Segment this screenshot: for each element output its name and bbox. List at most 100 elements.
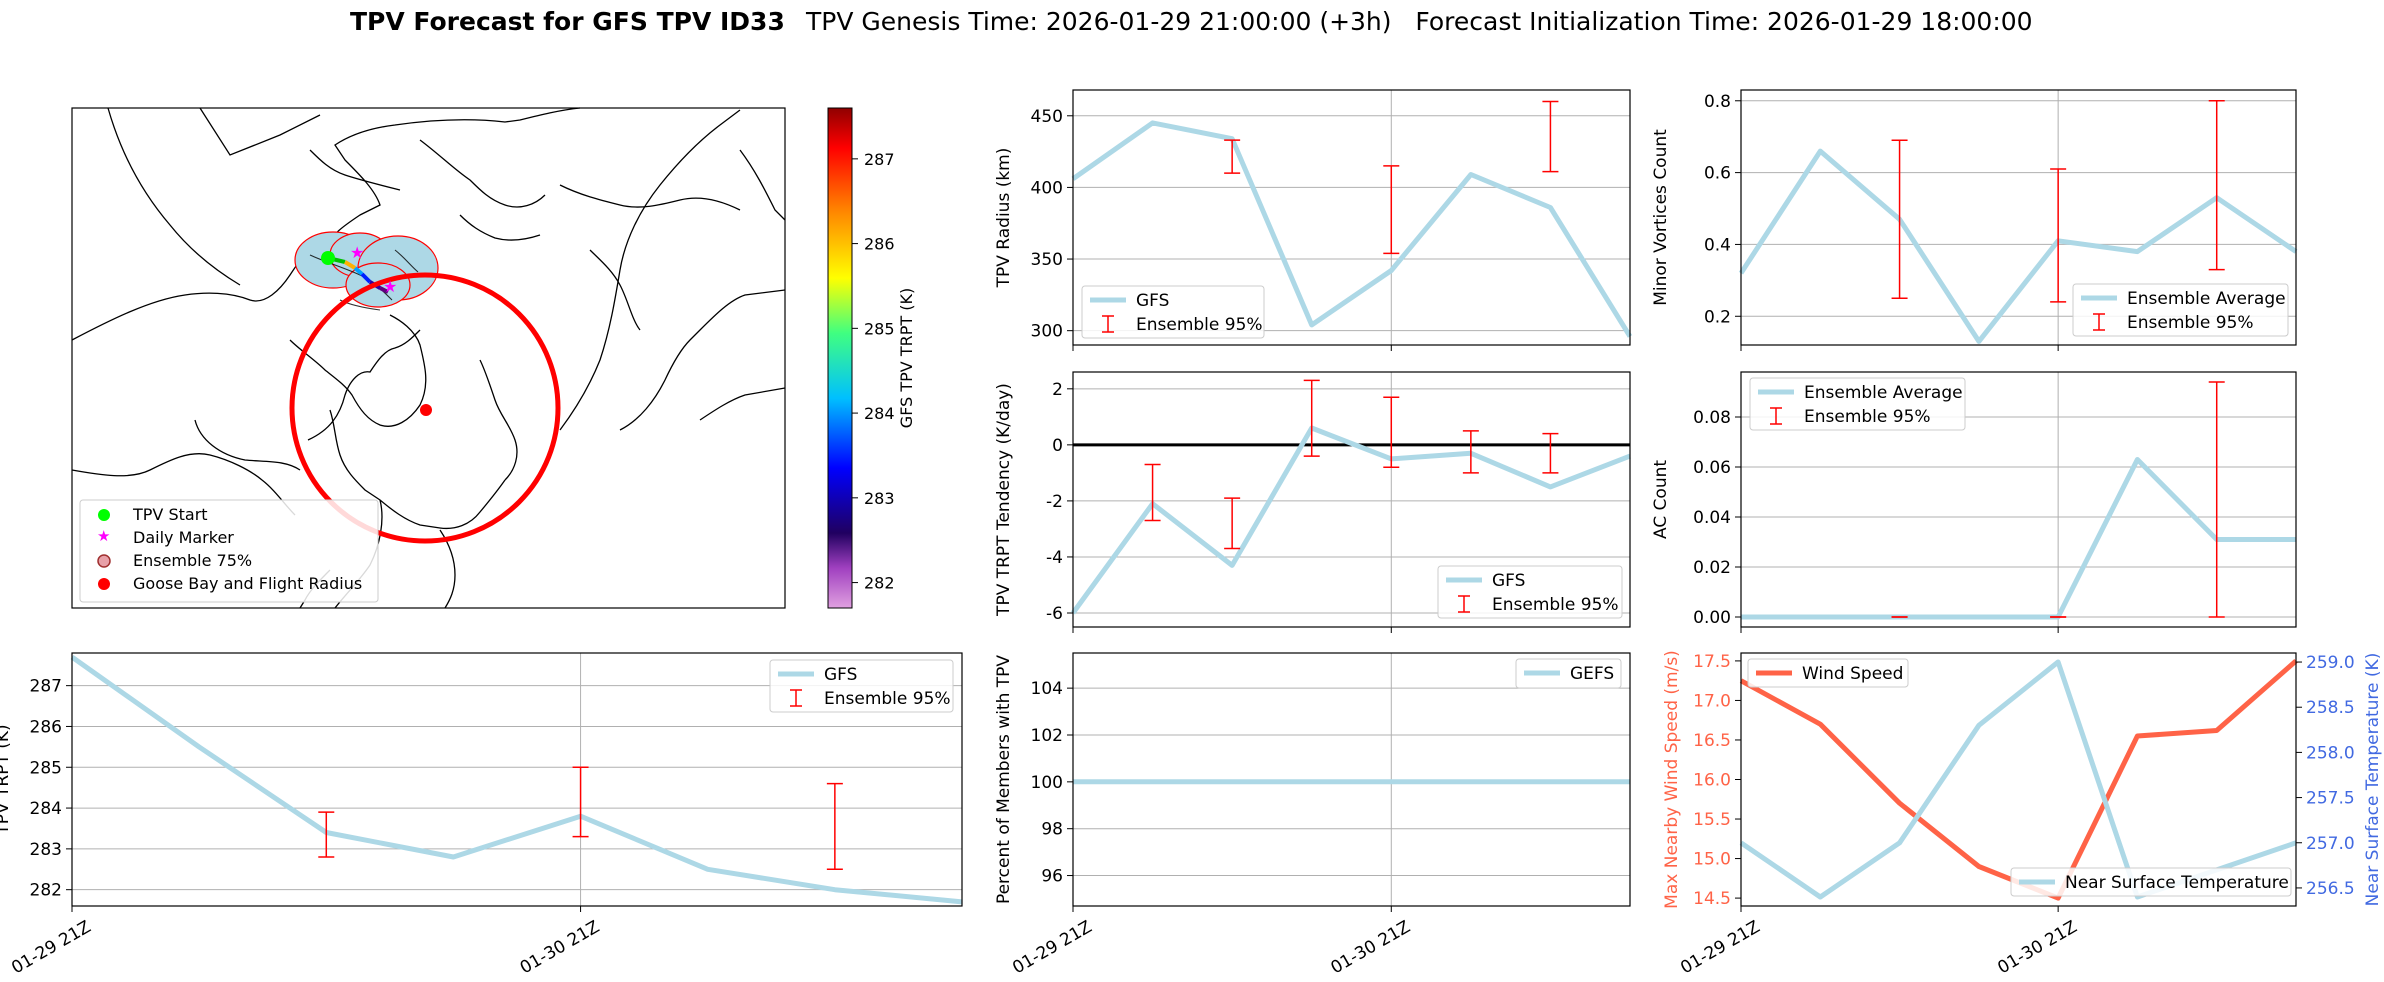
errorbar [826, 782, 843, 871]
legend-label: GFS [1136, 291, 1169, 311]
daily-marker-star: ★ [350, 243, 364, 262]
legend-box [1515, 658, 1622, 689]
ylabel: AC Count [1651, 460, 1671, 539]
legend-label: GEFS [1570, 664, 1614, 684]
tpv-start-marker [321, 251, 335, 265]
chart-ac: 0.00 0.02 0.04 0.06 0.08 AC Count Ensemble Ave… [1651, 371, 2297, 633]
errorbar [1542, 100, 1559, 173]
legend-label: Ensemble 95% [1136, 315, 1263, 335]
errorbar [1144, 463, 1161, 522]
chart-wind: 14.5 15.0 15.5 16.0 16.5 17.0 17.5 Max Nearby W… [1662, 650, 2383, 978]
legend-label: Ensemble 95% [1492, 595, 1619, 615]
errorbar [1224, 497, 1241, 550]
ytick-label: 0 [1052, 436, 1063, 456]
ylabel: Percent of Members with TPV [994, 655, 1014, 904]
legend-ensemble-75: Ensemble 75% [133, 551, 252, 570]
ytick-label: 17.0 [1693, 691, 1731, 711]
chart-tendency: -6 -4 -2 0 2 TPV TRPT Tendency (K/day) GFS Ense… [994, 371, 1631, 633]
ytick-label: 286 [30, 717, 62, 737]
xtick-label: 01-30 21Z [1994, 917, 2080, 978]
colorbar [827, 107, 853, 609]
ytick-label: 15.0 [1693, 850, 1731, 870]
ytick-label: 102 [1031, 726, 1063, 746]
ytick-label: -6 [1046, 604, 1063, 624]
ylabel: TPV Radius (km) [994, 148, 1014, 289]
ytick-label: -2 [1046, 492, 1063, 512]
legend-box [1749, 377, 1966, 431]
legend: Wind Speed Near Surface Temperature [1747, 658, 2292, 897]
legend-label: Wind Speed [1802, 664, 1903, 684]
colorbar-tick-label: 287 [864, 150, 895, 169]
map-legend: ★ TPV Start Daily Marker Ensemble 75% Go… [79, 499, 379, 603]
errorbar [1224, 139, 1241, 174]
ytick2-label: 259.0 [2306, 653, 2355, 673]
ytick-label: 96 [1041, 867, 1063, 887]
ytick-label: 400 [1031, 178, 1063, 198]
ytick-label: 450 [1031, 107, 1063, 127]
ytick2-label: 256.5 [2306, 879, 2355, 899]
axes-frame [1072, 89, 1631, 346]
legend-box [1081, 285, 1265, 339]
legend-label: Ensemble 95% [1804, 407, 1931, 427]
ytick-label: 0.2 [1704, 307, 1731, 327]
flight-radius-circle [289, 272, 561, 544]
ytick-label: 2 [1052, 380, 1063, 400]
colorbar-tick-label: 285 [864, 319, 895, 338]
series-line-gfs [1070, 425, 1631, 615]
ylabel2: Near Surface Temperature (K) [2363, 653, 2383, 907]
ytick-label: 0.6 [1704, 164, 1731, 184]
ytick-label: 16.5 [1693, 731, 1731, 751]
errorbar [1542, 432, 1559, 474]
series-line-near-surface-temperature [1739, 659, 2297, 900]
ylabel: Max Nearby Wind Speed (m/s) [1662, 650, 1682, 909]
ytick-label: 300 [1031, 322, 1063, 342]
chart-trpt: 282 283 284 285 286 287 TPV TRPT (K) 01-29 21Z 0… [0, 652, 963, 978]
legend-daily-marker: Daily Marker [133, 528, 234, 547]
ylabel: Minor Vortices Count [1651, 129, 1671, 306]
ytick-label: 287 [30, 677, 62, 697]
legend-label: Ensemble 95% [824, 689, 951, 709]
ytick-label: 15.5 [1693, 810, 1731, 830]
series-line-gfs [1071, 120, 1633, 338]
errorbar [1383, 165, 1400, 255]
colorbar-tick-label: 284 [864, 404, 895, 423]
ytick-label: 16.0 [1693, 771, 1731, 791]
chart-percent: 96 98 100 102 104 Percent of Members with TPV… [994, 652, 1631, 978]
ytick-label: 17.5 [1693, 652, 1731, 672]
ytick2-label: 258.5 [2306, 698, 2355, 718]
axes-frame [71, 652, 963, 907]
map-panel: ★ ★ ★ TPV Start Daily Marker Ensemble 75… [71, 107, 916, 609]
errorbar [2208, 381, 2225, 618]
legend-box [1747, 658, 1909, 688]
colorbar-tick-label: 283 [864, 489, 895, 508]
legend: GFS Ensemble 95% [769, 659, 954, 713]
ytick-label: 100 [1031, 773, 1063, 793]
figure-title-rest: TPV Genesis Time: 2026-01-29 21:00:00 (+… [805, 7, 2033, 36]
ylabel: TPV TRPT (K) [0, 724, 13, 835]
legend-label: Near Surface Temperature [2065, 873, 2289, 893]
legend-box [1437, 565, 1623, 619]
errorbar [1891, 139, 1908, 300]
axes-frame [1740, 371, 2297, 628]
legend-goose-bay: Goose Bay and Flight Radius [133, 574, 362, 593]
errorbar [2208, 100, 2225, 271]
legend-label: Ensemble Average [2127, 289, 2286, 309]
xtick-label: 01-29 21Z [8, 917, 94, 978]
ytick-label: 98 [1041, 820, 1063, 840]
ytick2-label: 258.0 [2306, 743, 2355, 763]
ytick-label: 285 [30, 758, 62, 778]
ytick-label: -4 [1046, 548, 1063, 568]
legend-box [2072, 283, 2289, 337]
ytick-label: 282 [30, 881, 62, 901]
colorbar-tick-label: 286 [864, 235, 895, 254]
chart-minor: 0.2 0.4 0.6 0.8 Minor Vortices Count Ensemble… [1651, 89, 2298, 351]
axes-frame [1740, 89, 2297, 346]
figure-title-bold: TPV Forecast for GFS TPV ID33 [350, 7, 785, 36]
xtick-label: 01-29 21Z [1677, 917, 1763, 978]
colorbar-tick-label: 282 [864, 574, 895, 593]
legend: GFS Ensemble 95% [1437, 565, 1623, 619]
chart-radius: 300 350 400 450 TPV Radius (km) GFS Ensemble 9… [994, 89, 1633, 351]
errorbar [2050, 168, 2067, 303]
goose-bay-marker [420, 404, 432, 416]
